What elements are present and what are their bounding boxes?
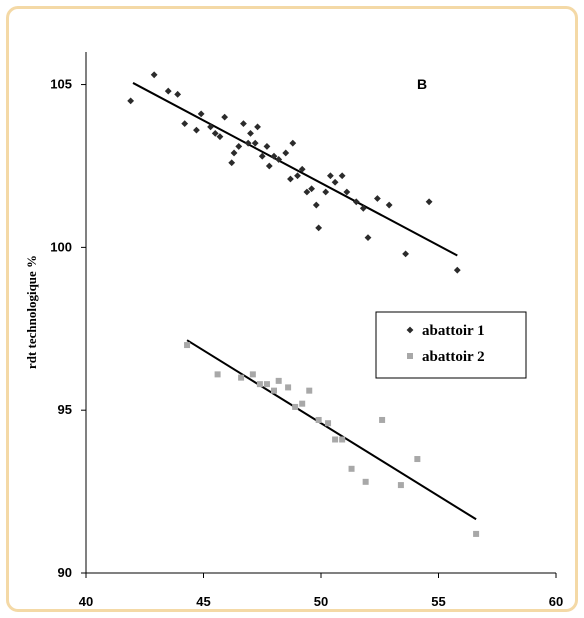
data-point-diamond xyxy=(352,198,360,206)
data-point-diamond xyxy=(298,165,306,173)
data-point-diamond xyxy=(211,130,219,137)
panel-label: B xyxy=(417,76,427,92)
data-point-square xyxy=(332,436,339,443)
trendlines xyxy=(132,82,477,521)
data-point-diamond xyxy=(181,120,189,128)
data-point-diamond xyxy=(254,123,261,131)
y-tick-label: 105 xyxy=(50,77,72,92)
data-point-diamond xyxy=(402,250,409,258)
data-point-diamond xyxy=(308,185,315,193)
data-point-diamond xyxy=(207,123,214,131)
data-point-square xyxy=(249,371,256,378)
data-point-square xyxy=(414,456,421,463)
data-point-diamond xyxy=(235,143,243,150)
legend-item-abattoir-2: abattoir 2 xyxy=(407,349,485,365)
data-point-diamond xyxy=(289,139,297,147)
data-point-diamond xyxy=(197,110,205,118)
y-ticks: 90 95 100 105 xyxy=(50,77,86,580)
data-point-diamond xyxy=(359,204,367,212)
data-point-diamond xyxy=(331,178,339,186)
data-point-square xyxy=(379,416,386,423)
data-point-diamond xyxy=(230,149,238,157)
data-point-square xyxy=(263,381,270,388)
data-point-diamond xyxy=(247,130,254,137)
data-point-square xyxy=(315,416,322,423)
legend-marker-square xyxy=(407,353,413,359)
data-point-diamond xyxy=(322,188,330,196)
data-point-diamond xyxy=(343,188,351,196)
data-point-square xyxy=(362,478,369,485)
y-tick-label: 100 xyxy=(50,239,72,254)
x-tick-label: 45 xyxy=(196,594,210,609)
data-point-diamond xyxy=(228,159,236,167)
y-tick-label: 90 xyxy=(58,565,72,580)
x-tick-label: 40 xyxy=(79,594,93,609)
data-point-square xyxy=(214,371,221,378)
data-point-diamond xyxy=(312,201,320,209)
trendline-series-2 xyxy=(186,339,477,521)
data-point-diamond xyxy=(294,172,301,180)
data-point-square xyxy=(285,384,292,391)
data-point-diamond xyxy=(327,172,334,180)
chart-frame xyxy=(6,6,578,612)
data-point-square xyxy=(271,387,277,394)
data-points xyxy=(127,71,480,537)
data-point-diamond xyxy=(244,139,252,147)
data-point-square xyxy=(238,374,245,381)
legend-label: abattoir 1 xyxy=(422,323,485,339)
data-point-diamond xyxy=(193,126,200,134)
data-point-diamond xyxy=(127,97,135,105)
data-point-diamond xyxy=(174,90,182,98)
data-point-square xyxy=(473,530,480,537)
data-point-diamond xyxy=(453,266,461,274)
x-tick-label: 60 xyxy=(549,594,563,609)
data-point-square xyxy=(348,465,355,472)
data-point-diamond xyxy=(263,143,271,150)
data-point-square xyxy=(184,342,191,349)
data-point-diamond xyxy=(425,198,433,206)
data-point-diamond xyxy=(270,152,278,160)
trendline-series-1 xyxy=(132,82,458,257)
data-point-square xyxy=(299,400,306,407)
x-tick-label: 50 xyxy=(314,594,328,609)
data-point-diamond xyxy=(251,139,259,147)
data-point-square xyxy=(256,381,263,388)
data-point-diamond xyxy=(338,172,346,180)
data-point-diamond xyxy=(258,152,266,160)
data-point-diamond xyxy=(150,71,158,79)
data-point-square xyxy=(292,403,299,410)
data-point-diamond xyxy=(164,87,172,95)
data-point-diamond xyxy=(374,195,381,202)
data-point-square xyxy=(397,482,404,489)
data-point-diamond xyxy=(315,224,323,232)
data-point-diamond xyxy=(385,201,393,209)
legend-box xyxy=(375,311,527,379)
x-ticks: 40 45 50 55 60 xyxy=(79,573,563,609)
plot-area: 90 95 100 105 40 45 50 55 60 xyxy=(50,52,563,609)
data-point-diamond xyxy=(216,133,224,141)
y-tick-label: 95 xyxy=(58,402,72,417)
data-point-diamond xyxy=(287,175,294,183)
data-point-diamond xyxy=(275,156,283,163)
y-axis-label: rdt technologique % xyxy=(24,255,39,369)
data-point-square xyxy=(275,377,282,384)
legend-item-abattoir-1: abattoir 1 xyxy=(406,323,485,339)
data-point-diamond xyxy=(240,120,247,128)
data-point-diamond xyxy=(265,162,273,170)
data-point-diamond xyxy=(221,113,229,121)
legend: abattoir 1 abattoir 2 xyxy=(375,311,527,379)
data-point-diamond xyxy=(303,188,311,196)
data-point-square xyxy=(339,436,346,443)
data-point-diamond xyxy=(282,149,290,157)
data-point-square xyxy=(306,387,313,394)
data-point-square xyxy=(325,420,332,427)
legend-marker-diamond xyxy=(406,326,414,334)
legend-label: abattoir 2 xyxy=(422,349,485,365)
data-point-diamond xyxy=(364,234,372,242)
x-tick-label: 55 xyxy=(431,594,445,609)
